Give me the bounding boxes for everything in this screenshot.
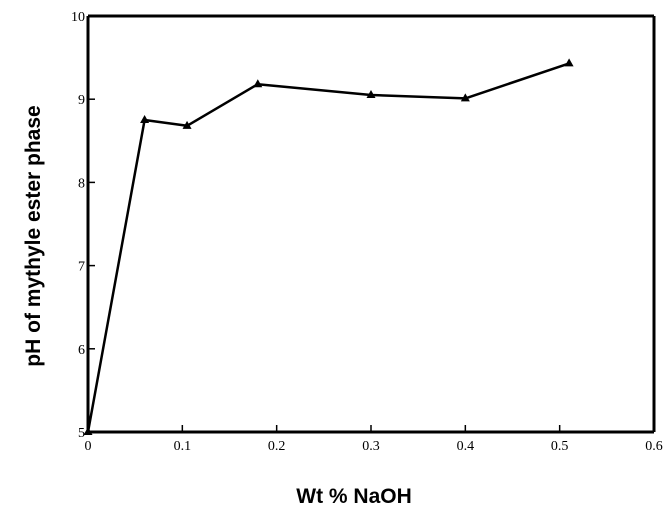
x-tick-label: 0.4 bbox=[457, 439, 475, 454]
data-point bbox=[253, 79, 263, 88]
series-line bbox=[86, 62, 570, 433]
x-tick-labels: 0 0.1 0.2 0.3 0.4 0.5 0.6 bbox=[85, 439, 663, 454]
x-tick-label: 0.3 bbox=[362, 439, 380, 454]
x-tick-label: 0 bbox=[85, 439, 92, 454]
y-tick-label: 7 bbox=[78, 260, 85, 275]
axis-ticks bbox=[87, 15, 655, 433]
y-tick-label: 6 bbox=[78, 343, 85, 358]
data-point bbox=[366, 90, 376, 99]
data-point bbox=[182, 120, 192, 129]
x-axis-title: Wt % NaOH bbox=[296, 485, 412, 508]
x-tick-label: 0.2 bbox=[268, 439, 286, 454]
data-point bbox=[564, 58, 574, 67]
y-tick-label: 5 bbox=[78, 426, 85, 441]
data-point bbox=[83, 427, 93, 435]
y-axis-title: pH of mythyle ester phase bbox=[22, 105, 45, 366]
x-tick-label: 0.1 bbox=[174, 439, 192, 454]
y-tick-labels: 5 6 7 8 9 10 bbox=[71, 10, 85, 441]
y-tick-label: 9 bbox=[78, 93, 85, 108]
x-tick-label: 0.6 bbox=[645, 439, 663, 454]
y-tick-label: 8 bbox=[78, 176, 85, 191]
data-point bbox=[460, 93, 470, 102]
data-point bbox=[140, 115, 150, 123]
y-tick-label: 10 bbox=[71, 10, 85, 25]
plot-frame bbox=[86, 14, 656, 434]
data-series bbox=[83, 58, 574, 435]
x-tick-label: 0.5 bbox=[551, 439, 569, 454]
